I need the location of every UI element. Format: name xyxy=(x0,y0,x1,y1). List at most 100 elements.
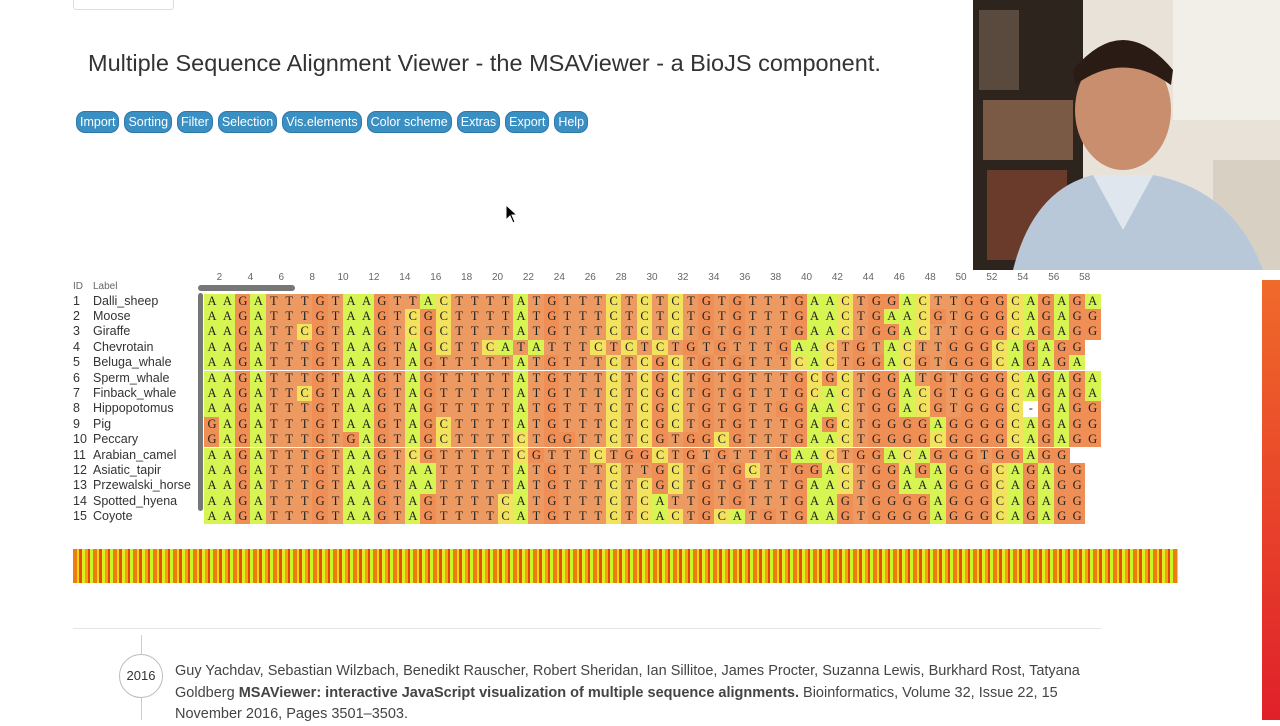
residue: T xyxy=(451,293,468,309)
residue: G xyxy=(1069,493,1086,510)
residue: T xyxy=(482,401,499,417)
residue: G xyxy=(883,401,900,417)
residue: G xyxy=(1038,447,1055,463)
residue: T xyxy=(451,447,468,463)
residue: A xyxy=(1007,462,1024,479)
residue: C xyxy=(837,308,854,325)
residue: G xyxy=(729,293,746,309)
menu-button[interactable]: Selection xyxy=(217,111,278,133)
residue: G xyxy=(420,370,437,386)
residue: G xyxy=(698,293,715,309)
residue: A xyxy=(914,447,931,463)
residue: C xyxy=(652,339,669,356)
menu-button[interactable]: Color scheme xyxy=(366,111,452,133)
menu-button[interactable]: Import xyxy=(76,111,120,133)
residue: G xyxy=(976,416,993,433)
ruler-tick: 22 xyxy=(522,272,534,283)
residue: T xyxy=(497,447,514,463)
residue: A xyxy=(822,478,838,494)
residue: A xyxy=(219,493,236,510)
residue: A xyxy=(513,401,529,417)
residue: T xyxy=(574,493,591,510)
residue: T xyxy=(482,293,499,309)
menu-button[interactable]: Help xyxy=(554,111,589,133)
ruler-tick: 30 xyxy=(646,272,658,283)
menu-button[interactable]: Extras xyxy=(456,111,501,133)
residue: C xyxy=(636,385,653,402)
row-id: 5 xyxy=(73,355,80,370)
residue: G xyxy=(729,355,746,371)
residue: G xyxy=(976,324,993,340)
divider xyxy=(73,628,1101,629)
residue: C xyxy=(899,355,916,371)
residue: A xyxy=(219,370,236,386)
menu-button[interactable]: Filter xyxy=(177,111,213,133)
residue: A xyxy=(1038,509,1055,525)
residue: T xyxy=(574,308,591,325)
residue: A xyxy=(1084,385,1101,402)
residue: T xyxy=(590,493,607,510)
residue: T xyxy=(482,478,499,494)
residue: G xyxy=(961,339,978,356)
residue: G xyxy=(543,385,560,402)
residue: T xyxy=(281,385,298,402)
residue: A xyxy=(806,293,823,309)
residue: A xyxy=(250,293,267,309)
row-label: Moose xyxy=(93,308,131,323)
residue: A xyxy=(219,401,236,417)
residue: C xyxy=(404,447,421,463)
residue: G xyxy=(883,509,900,525)
residue: T xyxy=(389,432,406,448)
residue: C xyxy=(636,416,653,433)
menu-button[interactable]: Vis.elements xyxy=(282,111,362,133)
residue: G xyxy=(652,432,669,448)
residue: T xyxy=(528,509,545,525)
residue: C xyxy=(667,293,684,309)
residue: T xyxy=(775,462,792,479)
residue: T xyxy=(852,293,869,309)
residue: G xyxy=(1069,308,1086,325)
residue: G xyxy=(1069,324,1086,340)
residue: A xyxy=(358,478,375,494)
residue: G xyxy=(1038,293,1055,309)
residue: G xyxy=(852,339,869,356)
residue: G xyxy=(729,370,746,386)
residue: G xyxy=(961,416,978,433)
residue: T xyxy=(837,447,854,463)
residue: A xyxy=(219,339,236,356)
menu-button[interactable]: Sorting xyxy=(124,111,173,133)
residue: A xyxy=(822,493,838,510)
residue: C xyxy=(899,447,916,463)
residue: T xyxy=(435,509,452,525)
residue: T xyxy=(682,370,699,386)
residue: G xyxy=(760,509,777,525)
residue: T xyxy=(389,293,406,309)
residue: T xyxy=(528,432,545,448)
residue: G xyxy=(791,385,808,402)
residue: G xyxy=(868,308,885,325)
residue: A xyxy=(1022,432,1039,448)
residue: G xyxy=(698,509,715,525)
residue: A xyxy=(404,493,421,510)
residue: G xyxy=(698,355,715,371)
residue: C xyxy=(605,493,622,510)
residue: G xyxy=(420,385,437,402)
residue: G xyxy=(729,462,746,479)
residue: T xyxy=(466,308,483,325)
residue: T xyxy=(559,339,576,356)
residue: G xyxy=(621,447,638,463)
ruler-tick: 32 xyxy=(677,272,689,283)
residue: T xyxy=(296,432,313,448)
residue: A xyxy=(219,355,236,371)
residue: T xyxy=(621,355,638,371)
residue: T xyxy=(559,462,576,479)
residue: A xyxy=(1007,493,1024,510)
residue: T xyxy=(852,493,869,510)
residue: A xyxy=(250,509,267,525)
residue: T xyxy=(281,493,298,510)
residue: A xyxy=(513,509,529,525)
residue: T xyxy=(265,308,282,325)
residue: A xyxy=(930,416,947,433)
menu-button[interactable]: Export xyxy=(505,111,550,133)
residue: T xyxy=(404,293,421,309)
